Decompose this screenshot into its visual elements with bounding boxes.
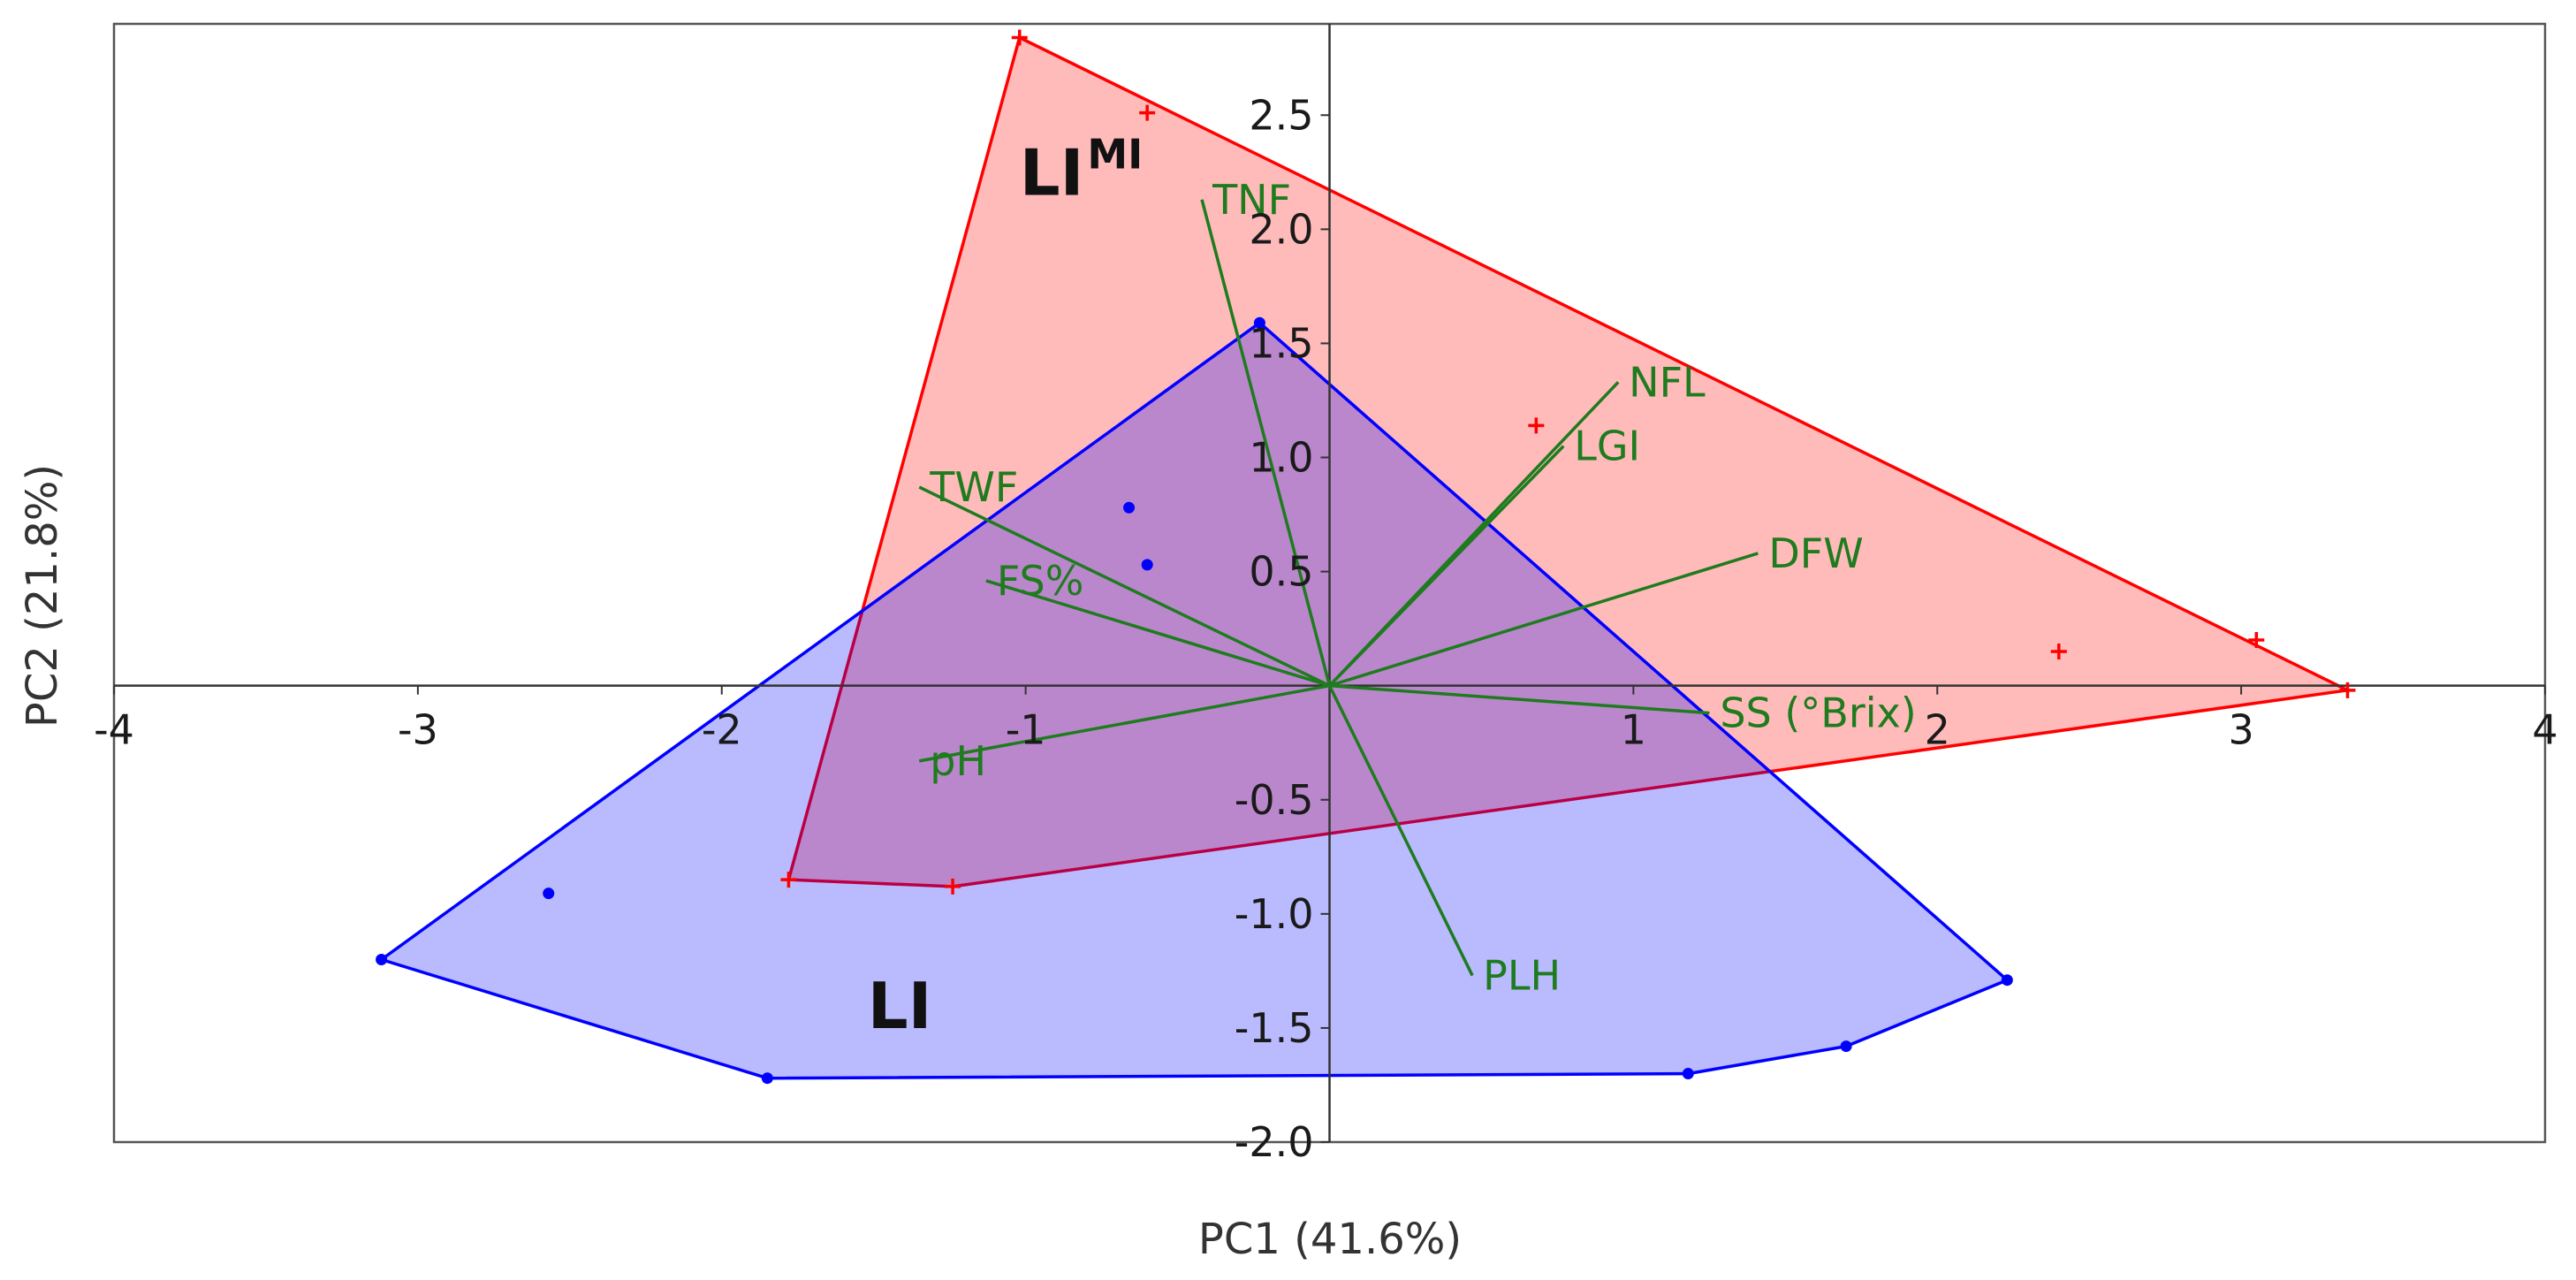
x-tick-label: 4	[2532, 706, 2557, 754]
point-g1-0	[1253, 316, 1265, 329]
group-hulls	[379, 35, 2350, 1080]
point-g0-7	[780, 872, 797, 888]
point-g1-6	[1682, 1068, 1694, 1080]
score-points	[376, 29, 2356, 1085]
point-g1-7	[1840, 1040, 1852, 1053]
y-tick-label: 2.5	[1249, 91, 1313, 139]
x-tick-label: 3	[2228, 706, 2253, 754]
group-label-superscript-0: MI	[1087, 131, 1143, 179]
y-tick-label: -1.0	[1235, 890, 1314, 938]
x-tick-label: 2	[1925, 706, 1950, 754]
group-labels: LIMI LI	[868, 131, 1144, 1043]
point-g1-8	[2001, 974, 2013, 987]
vector-label-FS%: FS%	[997, 557, 1084, 605]
loading-vectors: TNF NFL LGI DFW TWF FS% SS (°Brix) pH PLH	[918, 176, 1917, 1000]
vector-label-NFL: NFL	[1629, 358, 1706, 406]
vector-line-SS (°Brix)	[1329, 683, 1710, 715]
x-tick-label: -2	[702, 706, 742, 754]
vector-line-DFW	[1328, 552, 1759, 688]
vector-label-TWF: TWF	[929, 463, 1018, 511]
group-label-1: LI	[868, 969, 932, 1043]
vector-line-PLH	[1327, 684, 1474, 977]
x-tick-label: 1	[1621, 706, 1646, 754]
y-tick-label: -2.0	[1235, 1118, 1314, 1166]
point-g1-2	[1141, 559, 1153, 571]
vector-line-FS%	[985, 579, 1331, 688]
point-g1-5	[761, 1072, 773, 1085]
point-g0-3	[2050, 643, 2067, 659]
y-tick-label: -0.5	[1235, 776, 1314, 824]
point-g0-5	[2339, 682, 2356, 698]
point-g0-6	[945, 878, 961, 895]
y-tick-label: 1.0	[1249, 434, 1313, 482]
point-g0-1	[1139, 104, 1156, 121]
vector-label-PLH: PLH	[1483, 952, 1561, 1000]
y-tick-label: 0.5	[1249, 548, 1313, 596]
x-axis-title: PC1 (41.6%)	[1198, 1215, 1462, 1264]
vector-label-pH: pH	[930, 737, 986, 785]
vector-label-SS (°Brix): SS (°Brix)	[1720, 690, 1916, 737]
vector-label-LGI: LGI	[1574, 423, 1640, 470]
x-tick-label: -3	[398, 706, 438, 754]
point-g1-1	[1123, 501, 1136, 514]
point-g0-0	[1011, 29, 1028, 46]
point-g1-4	[376, 953, 388, 965]
group-label-0: LIMI	[1020, 131, 1144, 210]
axis-ticks: -4 -3 -2 -1 1 2 3 4 -2.0 -1.5 -1.0 -0.5 0.5 1.0 1.5 2.0…	[94, 91, 2558, 1166]
y-tick-label: 2.0	[1249, 205, 1313, 253]
vector-line-pH	[918, 683, 1330, 763]
point-g0-4	[2248, 632, 2265, 649]
vector-line-TNF	[1200, 199, 1332, 687]
y-tick-label: -1.5	[1235, 1004, 1314, 1052]
y-tick-label: 1.5	[1249, 319, 1313, 367]
vector-label-TNF: TNF	[1212, 176, 1291, 224]
vector-label-DFW: DFW	[1768, 530, 1863, 577]
point-g0-2	[1528, 417, 1545, 434]
x-tick-label: -1	[1006, 706, 1046, 754]
x-tick-label: -4	[94, 706, 134, 754]
vector-line-LGI	[1328, 445, 1565, 687]
vector-line-TWF	[918, 485, 1331, 688]
point-g1-3	[543, 888, 555, 900]
y-axis-title: PC2 (21.8%)	[18, 464, 67, 728]
